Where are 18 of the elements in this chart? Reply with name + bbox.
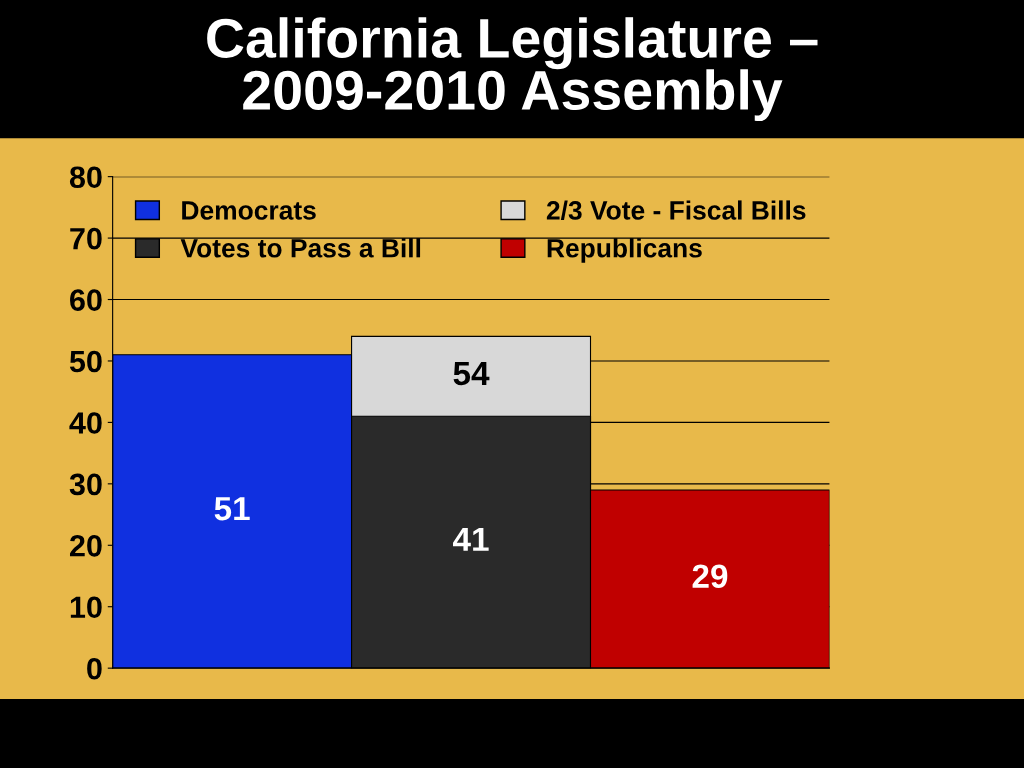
chart-title: California Legislature – 2009-2010 Assembly [207,17,818,122]
data-label: 41 [453,527,489,551]
legend-label: Republicans [547,238,702,263]
y-tick-label: 0 [87,657,102,680]
data-label: 29 [692,564,728,589]
y-tick-label: 80 [69,166,102,189]
y-tick-label: 10 [70,596,102,619]
legend-label: 2/3 Vote - Fiscal Bills [546,200,806,221]
y-tick-label: 60 [70,289,102,311]
legend-label: Democrats [182,201,316,220]
y-tick-label: 50 [69,350,102,373]
data-label: 54 [453,362,490,386]
legend-label: Votes to Pass a Bill [180,238,421,258]
y-tick-label: 20 [69,535,102,557]
y-tick-label: 70 [70,227,102,250]
y-tick-label: 40 [69,412,102,434]
y-tick-label: 30 [69,473,102,496]
data-label: 51 [214,497,250,521]
